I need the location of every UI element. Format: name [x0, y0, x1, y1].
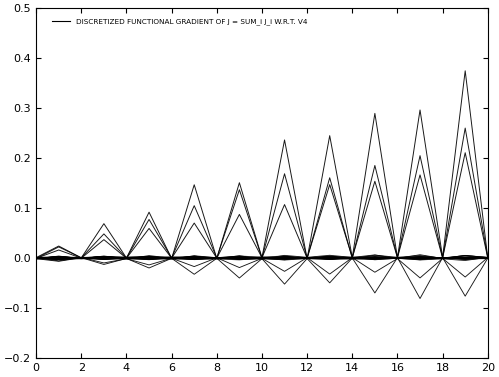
Legend: DISCRETIZED FUNCTIONAL GRADIENT OF J = SUM_i J_i W.R.T. V4: DISCRETIZED FUNCTIONAL GRADIENT OF J = S…	[49, 15, 310, 28]
